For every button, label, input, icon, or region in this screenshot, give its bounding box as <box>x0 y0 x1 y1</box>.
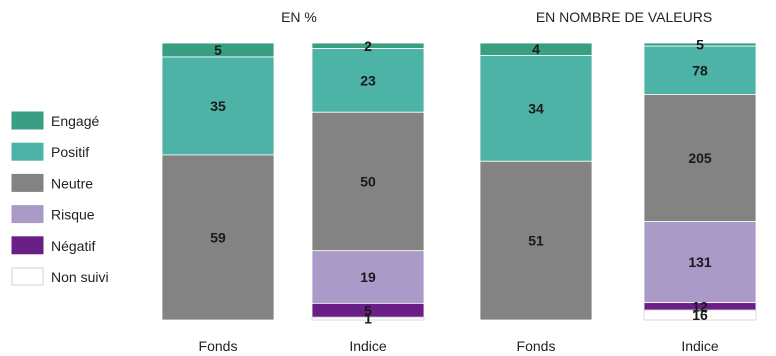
data-label-positif: 34 <box>528 100 544 116</box>
legend-swatch-non-suivi <box>11 267 44 286</box>
data-label-negatif: 5 <box>364 302 372 318</box>
legend-label-negatif: Négatif <box>51 238 95 254</box>
legend-swatch-engage <box>11 111 44 130</box>
legend-swatch-positif <box>11 142 44 161</box>
legend-swatch-neutre <box>11 173 44 192</box>
data-label-engage: 4 <box>532 41 540 57</box>
data-label-non-suivi: 1 <box>364 311 372 327</box>
category-label-indice: Indice <box>681 338 719 354</box>
legend-swatch-risque <box>11 205 44 224</box>
data-label-negatif: 12 <box>692 298 708 314</box>
category-label-fonds: Fonds <box>517 338 556 354</box>
bar-segment-positif <box>161 56 275 156</box>
data-label-risque: 19 <box>360 269 376 285</box>
category-label-fonds: Fonds <box>199 338 238 354</box>
legend-swatch-negatif <box>11 236 44 255</box>
panel-title: EN % <box>281 9 317 25</box>
bar-segment-neutre <box>479 160 593 321</box>
bar-fonds: 4 34 51 <box>479 41 593 321</box>
data-label-engage: 2 <box>364 38 372 54</box>
data-label-non-suivi: 16 <box>692 307 708 323</box>
category-label-indice: Indice <box>349 338 387 354</box>
bar-fonds: 5 35 59 <box>161 42 275 321</box>
legend-label-non-suivi: Non suivi <box>51 269 109 285</box>
data-label-neutre: 50 <box>360 174 376 190</box>
data-label-neutre: 59 <box>210 229 226 245</box>
bar-segment-neutre <box>643 94 757 222</box>
data-label-positif: 78 <box>692 62 708 78</box>
data-label-positif: 23 <box>360 72 376 88</box>
data-label-engage: 5 <box>696 37 704 53</box>
legend-label-engage: Engagé <box>51 113 99 129</box>
data-label-engage: 5 <box>214 42 222 58</box>
panel-en-nombre-de-valeurs: EN NOMBRE DE VALEURS 4 34 51 Fonds 5 78 205 131 1… <box>479 9 757 354</box>
bar-segment-risque <box>643 221 757 304</box>
legend: Engagé Positif Neutre Risque Négatif Non suiv… <box>11 111 109 286</box>
legend-label-risque: Risque <box>51 207 95 223</box>
bar-segment-positif <box>643 45 757 95</box>
bar-segment-non-suivi <box>643 309 757 321</box>
legend-label-positif: Positif <box>51 144 89 160</box>
bar-indice: 2 23 50 19 51 <box>311 38 425 327</box>
bar-segment-neutre <box>161 154 275 321</box>
data-label-positif: 35 <box>210 98 226 114</box>
legend-label-neutre: Neutre <box>51 175 93 191</box>
data-label-neutre: 51 <box>528 233 544 249</box>
data-label-risque: 131 <box>688 254 712 270</box>
bar-segment-non-suivi <box>311 316 425 321</box>
panel-title: EN NOMBRE DE VALEURS <box>536 9 712 25</box>
bar-segment-positif <box>479 55 593 162</box>
data-label-neutre: 205 <box>688 150 712 166</box>
